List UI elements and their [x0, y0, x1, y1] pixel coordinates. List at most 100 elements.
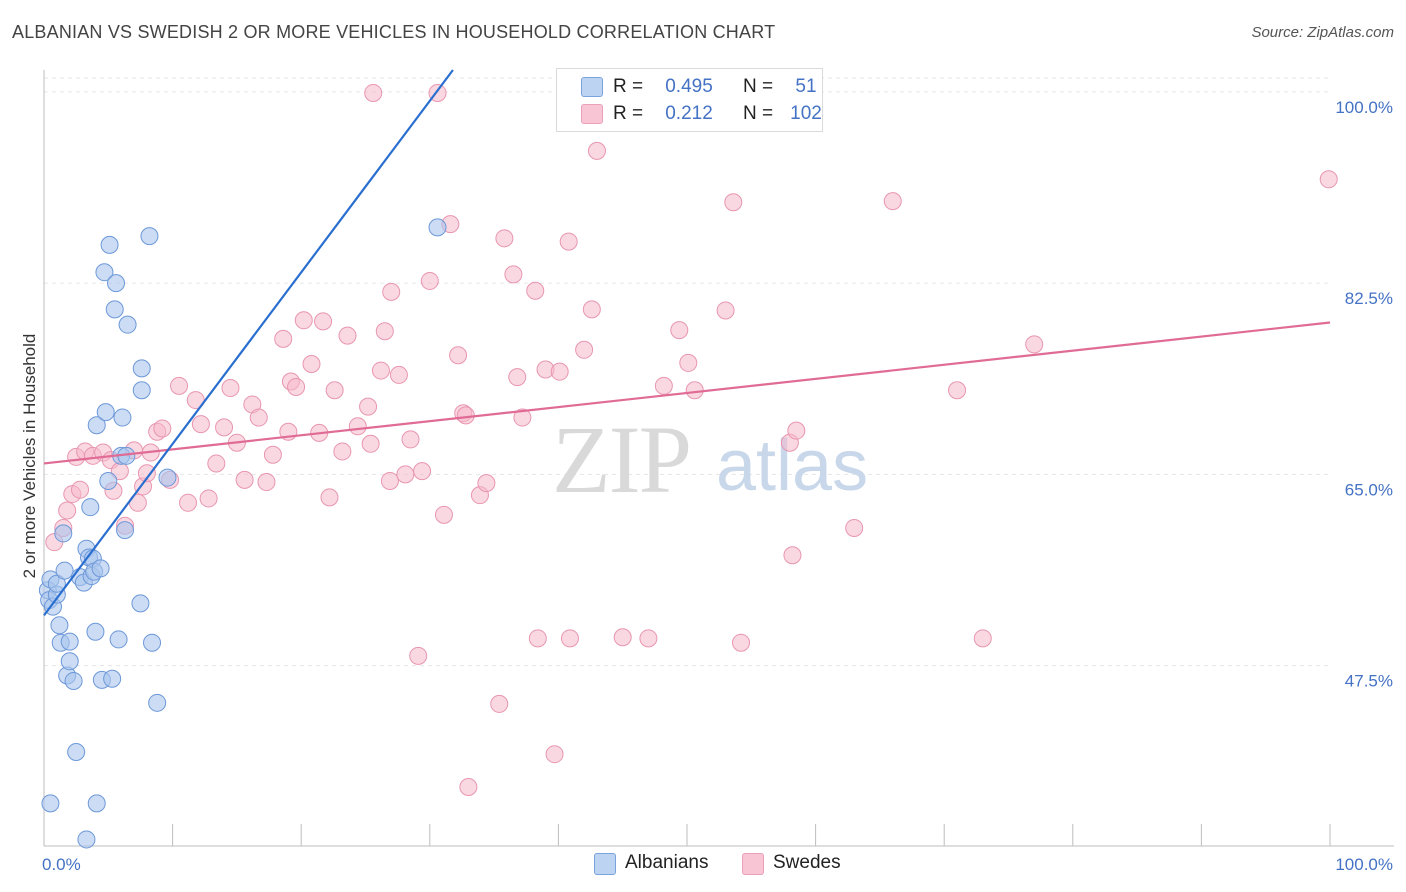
- swedes-point: [333, 442, 352, 461]
- swedes-point: [153, 419, 172, 438]
- swedes-point: [380, 471, 399, 490]
- albanians-point: [131, 594, 150, 613]
- albanians-point: [91, 559, 110, 578]
- swedes-point: [420, 271, 439, 290]
- swedes-point: [495, 229, 514, 248]
- source-credit: Source: ZipAtlas.com: [1251, 24, 1394, 41]
- swedes-point: [199, 489, 218, 508]
- swedes-swatch: [742, 853, 764, 875]
- albanians-point: [132, 381, 151, 400]
- albanians-point: [87, 794, 106, 813]
- albanians-point: [100, 235, 119, 254]
- swedes-point: [490, 694, 509, 713]
- swedes-point: [396, 465, 415, 484]
- albanians-point: [132, 359, 151, 378]
- albanians-point: [64, 671, 83, 690]
- swedes-point: [459, 777, 478, 796]
- swedes-point: [375, 322, 394, 341]
- albanians-point: [116, 521, 135, 540]
- swedes-point: [382, 282, 401, 301]
- swedes-point: [191, 415, 210, 434]
- r-value: 0.212: [665, 103, 713, 124]
- swedes-point: [320, 488, 339, 507]
- swedes-point: [413, 462, 432, 481]
- albanians-point: [67, 743, 86, 762]
- swedes-point: [449, 346, 468, 365]
- albanians-point: [77, 830, 96, 849]
- albanians-point: [148, 693, 167, 712]
- n-value: 51: [795, 76, 817, 97]
- swedes-point: [948, 381, 967, 400]
- albanians-point: [50, 616, 69, 635]
- y-tick-label: 82.5%: [1345, 289, 1393, 308]
- albanians-point: [118, 315, 137, 334]
- swedes-point: [716, 301, 735, 320]
- albanians-point: [103, 669, 122, 688]
- y-tick-labels: 47.5% 65.0% 82.5% 100.0%: [1335, 98, 1393, 691]
- swedes-point: [1025, 335, 1044, 354]
- y-axis-label: 2 or more Vehicles in Household: [20, 334, 39, 579]
- trend-lines: [43, 69, 1331, 617]
- swedes-point: [685, 381, 704, 400]
- swedes-point: [654, 376, 673, 395]
- swedes-point: [787, 421, 806, 440]
- swedes-point: [207, 454, 226, 473]
- swedes-point: [1319, 170, 1338, 189]
- swedes-point: [401, 430, 420, 449]
- swedes-point: [314, 312, 333, 331]
- swedes-point: [783, 546, 802, 565]
- gridlines: [44, 77, 1330, 667]
- swedes-point: [587, 141, 606, 160]
- swedes-point: [732, 633, 751, 652]
- swedes-point: [257, 473, 276, 492]
- swedes-point: [513, 408, 532, 427]
- albanians-point: [55, 561, 74, 580]
- swedes-trend-line: [43, 321, 1331, 465]
- albanians-point: [113, 408, 132, 427]
- swedes-point: [477, 474, 496, 493]
- legend-label-albanians: Albanians: [625, 852, 709, 873]
- albanians-point: [95, 263, 114, 282]
- albanians-point: [158, 468, 177, 487]
- swedes-point: [361, 434, 380, 453]
- y-tick-label: 47.5%: [1345, 672, 1393, 691]
- r-value: 0.495: [665, 76, 713, 97]
- albanians-point: [87, 416, 106, 435]
- albanians-point: [107, 274, 126, 293]
- swedes-point: [409, 646, 428, 665]
- legend-label-swedes: Swedes: [773, 852, 841, 873]
- swedes-point: [679, 353, 698, 372]
- n-value: 102: [790, 103, 822, 124]
- chart-title: ALBANIAN VS SWEDISH 2 OR MORE VEHICLES I…: [12, 22, 776, 42]
- swedes-point: [221, 379, 240, 398]
- albanians-point: [99, 471, 118, 490]
- swedes-point: [302, 355, 321, 374]
- swedes-point: [845, 518, 864, 537]
- watermark-zip: ZIP: [552, 406, 690, 513]
- albanians-swatch: [581, 77, 603, 97]
- swedes-point: [215, 418, 234, 437]
- swedes-point: [724, 193, 743, 212]
- swedes-point: [639, 629, 658, 648]
- swedes-points: [45, 83, 1338, 796]
- albanians-swatch: [594, 853, 616, 875]
- albanians-point: [60, 632, 79, 651]
- x-tick-label: 100.0%: [1335, 855, 1393, 874]
- swedes-point: [528, 629, 547, 648]
- swedes-point: [170, 376, 189, 395]
- swedes-point: [883, 192, 902, 211]
- swedes-point: [371, 361, 390, 380]
- swedes-point: [575, 340, 594, 359]
- albanians-point: [428, 218, 447, 237]
- swedes-point: [456, 406, 475, 425]
- watermark: ZIP atlas: [552, 406, 868, 513]
- swedes-point: [582, 300, 601, 319]
- swedes-point: [550, 362, 569, 381]
- swedes-swatch: [581, 104, 603, 124]
- swedes-point: [670, 321, 689, 340]
- albanians-point: [81, 498, 100, 517]
- r-label: R =: [613, 103, 644, 124]
- swedes-point: [559, 232, 578, 251]
- albanians-point: [105, 300, 124, 319]
